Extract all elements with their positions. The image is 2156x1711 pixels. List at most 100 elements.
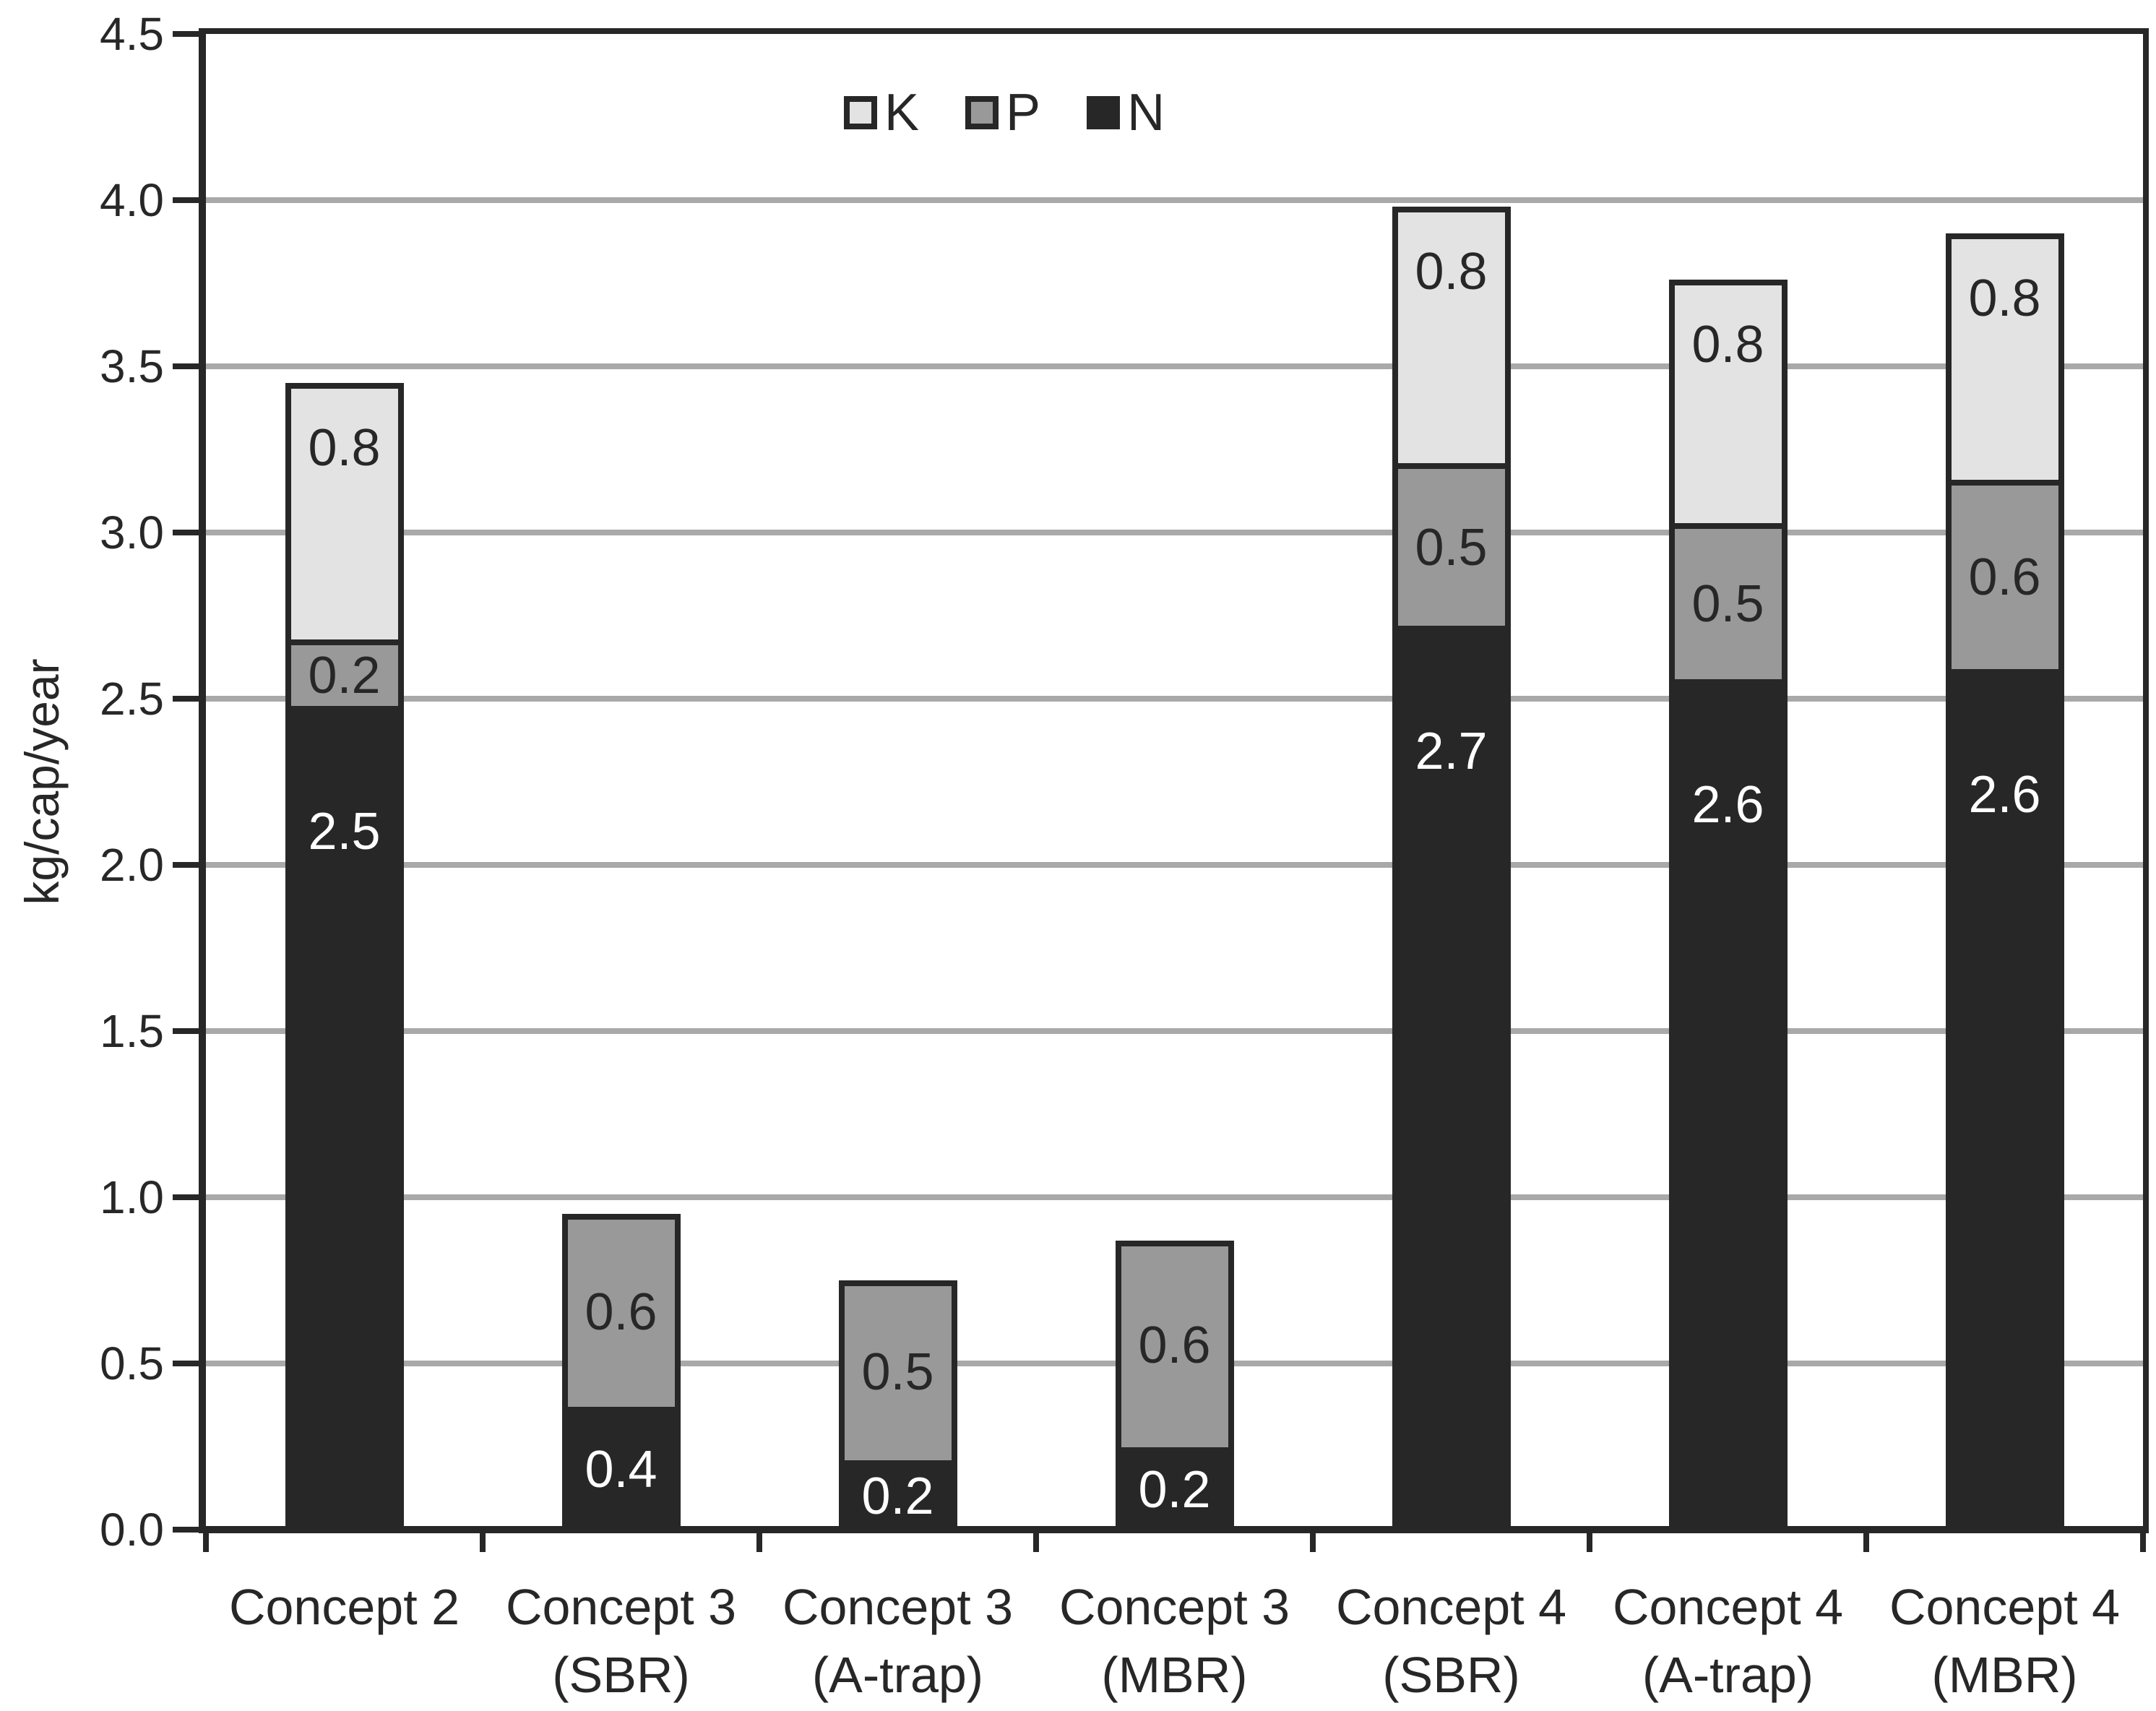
category-label-line2: (MBR) (1931, 1647, 2078, 1703)
legend-label: K (884, 84, 920, 142)
bar-value-label: 2.5 (308, 802, 381, 861)
bar-value-label: 0.8 (1691, 316, 1764, 374)
bar-value-label: 0.8 (308, 419, 381, 477)
y-tick (173, 696, 199, 702)
bar-value-label: 0.6 (1138, 1316, 1211, 1374)
gridline (206, 696, 2143, 702)
x-tick (756, 1533, 762, 1552)
bar-segment-P (1668, 525, 1788, 682)
legend-swatch-N (1087, 96, 1121, 129)
bar-value-label: 0.8 (1968, 270, 2041, 327)
y-tick (173, 862, 199, 868)
bar-outline (1668, 280, 1788, 1533)
bar-segment-divider (1945, 669, 2064, 676)
y-tick-label: 3.5 (100, 340, 164, 392)
category-label-line2: (A-trap) (811, 1647, 984, 1703)
bar-segment-P (285, 642, 404, 709)
y-tick (173, 1527, 199, 1533)
category-label: Concept 4 (MBR) (1866, 1573, 2143, 1709)
category-label-line1: Concept 4 (1889, 1579, 2121, 1635)
y-tick-label: 3.0 (100, 507, 164, 559)
bar-value-label: 0.5 (861, 1342, 934, 1401)
bar-outline (1115, 1240, 1234, 1533)
bar-segment-divider (285, 639, 404, 645)
bar-segment-N (838, 1463, 957, 1530)
legend-swatch-P (965, 96, 999, 129)
bar-segment-P (561, 1214, 681, 1410)
bar-segment-K (1392, 207, 1511, 466)
bar-value-label: 0.5 (1415, 518, 1488, 577)
y-tick-label: 4.0 (100, 174, 164, 226)
category-label-line1: Concept 4 (1335, 1579, 1567, 1635)
bar-segment-divider (1668, 522, 1788, 529)
bar-value-label: 0.6 (585, 1283, 657, 1341)
bar-value-label: 2.7 (1415, 723, 1488, 781)
bar-segment-N (1668, 682, 1788, 1530)
x-tick (2140, 1533, 2146, 1552)
plot-frame-right (2143, 28, 2149, 1533)
y-axis-line (199, 28, 206, 1533)
x-tick (1587, 1533, 1592, 1552)
y-tick (173, 363, 199, 369)
category-label-line2: (MBR) (1101, 1647, 1248, 1703)
legend-item-N: N (1087, 87, 1165, 139)
bar-segment-K (1945, 233, 2064, 483)
bar-value-label: 0.2 (1138, 1460, 1211, 1519)
y-tick-label: 2.5 (100, 673, 164, 725)
category-label-line1: Concept 3 (1058, 1579, 1290, 1635)
y-tick-label: 4.5 (100, 8, 164, 60)
bar-segment-N (561, 1410, 681, 1530)
x-tick (1310, 1533, 1316, 1552)
y-tick-label: 0.0 (100, 1504, 164, 1556)
gridline (206, 530, 2143, 535)
category-label: Concept 4 (SBR) (1313, 1573, 1590, 1709)
y-tick (173, 1194, 199, 1200)
y-tick (173, 530, 199, 535)
bar-value-label: 0.6 (1968, 548, 2041, 607)
category-label-line1: Concept 2 (228, 1579, 460, 1635)
gridline (206, 1028, 2143, 1034)
bar-value-label: 0.8 (1415, 243, 1488, 301)
category-label-line1: Concept 3 (505, 1579, 737, 1635)
bar-outline (285, 383, 404, 1533)
x-tick (480, 1533, 486, 1552)
bar-outline (561, 1214, 681, 1533)
bar-segment-P (1392, 466, 1511, 629)
gridline (206, 363, 2143, 369)
bar-segment-divider (1392, 626, 1511, 632)
y-tick-label: 0.5 (100, 1337, 164, 1389)
category-label-line1: Concept 3 (782, 1579, 1014, 1635)
x-tick (1863, 1533, 1869, 1552)
y-tick-label: 1.0 (100, 1171, 164, 1223)
legend-label: P (1006, 84, 1041, 142)
bar-value-label: 0.5 (1691, 574, 1764, 633)
gridline (206, 197, 2143, 203)
bar-outline (1392, 207, 1511, 1533)
y-tick (173, 1028, 199, 1034)
bar-segment-P (1945, 483, 2064, 673)
category-label: Concept 3 (SBR) (483, 1573, 759, 1709)
x-tick (203, 1533, 209, 1552)
gridline (206, 862, 2143, 868)
legend-label: N (1127, 84, 1165, 142)
y-tick (173, 31, 199, 37)
bar-segment-divider (1392, 463, 1511, 469)
gridline (206, 1194, 2143, 1200)
y-tick-label: 1.5 (100, 1005, 164, 1057)
bar-segment-divider (1115, 1447, 1234, 1453)
category-label-line2: (A-trap) (1642, 1647, 1814, 1703)
y-tick (173, 1361, 199, 1366)
bar-segment-P (1115, 1240, 1234, 1450)
y-tick (173, 197, 199, 203)
bar-segment-divider (838, 1460, 957, 1466)
category-label: Concept 2 (206, 1573, 483, 1641)
bar-value-label: 2.6 (1968, 766, 2041, 824)
category-label-line1: Concept 4 (1612, 1579, 1844, 1635)
bar-segment-N (1392, 629, 1511, 1530)
legend-swatch-K (844, 96, 877, 129)
bar-value-label: 0.4 (585, 1441, 657, 1499)
bar-segment-K (1668, 280, 1788, 526)
